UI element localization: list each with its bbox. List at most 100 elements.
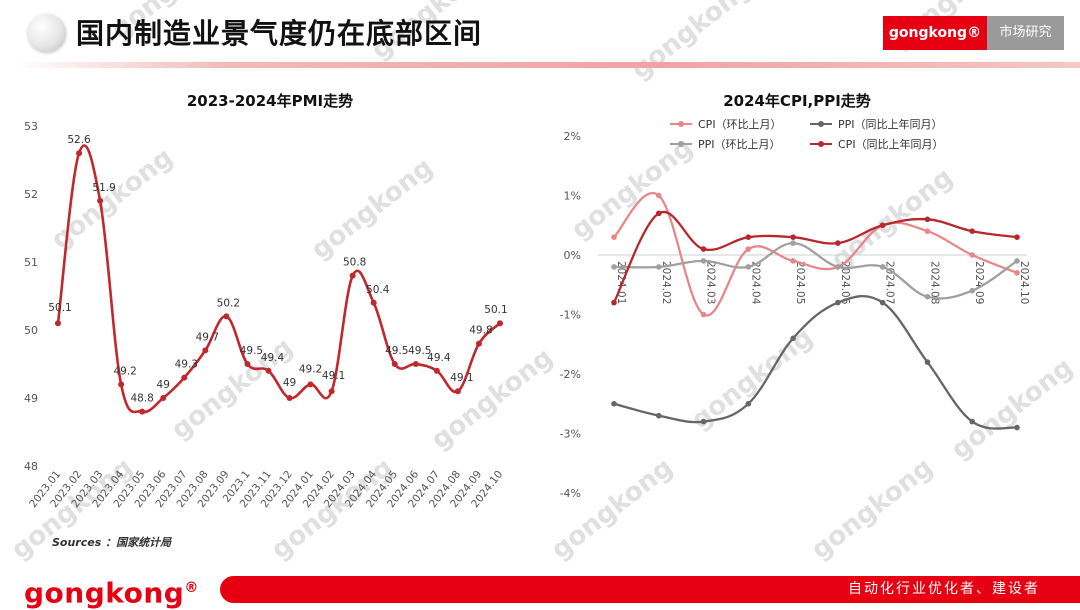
- pmi-point: [328, 388, 335, 395]
- pmi-point: [370, 299, 377, 306]
- series-point: [745, 400, 752, 407]
- series-point: [835, 264, 841, 270]
- x-tick-label: 2024.04: [749, 261, 761, 305]
- brand-badge: gongkong®: [883, 16, 987, 50]
- footer-logo-mark: ®: [184, 580, 199, 596]
- pmi-point: [475, 340, 482, 347]
- series-point: [655, 210, 662, 217]
- pmi-point: [391, 361, 398, 367]
- legend-label: CPI（同比上年同月）: [838, 137, 944, 151]
- pmi-point: [181, 374, 188, 381]
- footer-slogan: 自动化行业优化者、建设者: [848, 581, 1040, 597]
- series-point: [745, 246, 752, 252]
- legend-swatch-dot: [818, 141, 824, 147]
- x-tick-label: 2024.03: [705, 261, 717, 304]
- series-point: [611, 400, 617, 407]
- pmi-point: [55, 320, 61, 327]
- series-point: [1014, 270, 1020, 276]
- series-point: [924, 359, 931, 365]
- series-point: [835, 240, 841, 246]
- x-tick-label: 2024.02: [660, 261, 672, 304]
- series-point: [700, 246, 707, 252]
- series-point: [790, 240, 796, 246]
- y-tick-label: 0%: [564, 249, 581, 262]
- pmi-point: [244, 361, 251, 367]
- series-point: [924, 216, 931, 223]
- pmi-point: [202, 347, 209, 354]
- pmi-data-label: 50.4: [366, 284, 390, 296]
- section-badge: 市场研究: [987, 16, 1064, 50]
- series-point: [790, 258, 796, 264]
- x-tick-label: 2024.09: [973, 261, 985, 304]
- pmi-point: [412, 361, 419, 367]
- series-line: [613, 241, 1018, 300]
- series-point: [1014, 258, 1020, 264]
- y-tick-label: 1%: [564, 190, 581, 203]
- footer-bar: 自动化行业优化者、建设者: [220, 576, 1080, 603]
- header-decoration: [28, 14, 66, 52]
- y-tick-label: 2%: [564, 130, 581, 143]
- series-point: [835, 299, 841, 306]
- series-point: [790, 234, 796, 240]
- pmi-point: [307, 381, 314, 388]
- series-point: [879, 222, 886, 229]
- pmi-data-label: 50.2: [217, 297, 240, 309]
- series-point: [745, 234, 752, 240]
- series-point: [924, 228, 931, 234]
- pmi-data-label: 49.4: [427, 352, 451, 364]
- y-tick-label: 51: [24, 256, 38, 269]
- chart-title: 2024年CPI,PPI走势: [723, 92, 871, 110]
- legend-label: CPI（环比上月）: [698, 118, 782, 131]
- series-line: [612, 210, 1018, 304]
- series-point: [969, 228, 976, 234]
- x-tick-label: 2024.08: [928, 261, 940, 304]
- legend-label: PPI（环比上月）: [698, 138, 781, 151]
- page-title: 国内制造业景气度仍在底部区间: [76, 17, 483, 50]
- pmi-point: [97, 197, 104, 204]
- pmi-point: [286, 395, 293, 401]
- pmi-point: [349, 272, 356, 279]
- pmi-point: [454, 388, 461, 395]
- y-tick-label: 52: [24, 188, 38, 201]
- pmi-data-label: 49: [283, 377, 296, 389]
- pmi-data-label: 49.7: [196, 331, 219, 343]
- y-tick-label: -3%: [560, 428, 581, 441]
- y-tick-label: 49: [24, 392, 38, 405]
- series-point: [700, 418, 707, 425]
- series-point: [879, 299, 886, 306]
- series-point: [700, 311, 707, 318]
- pmi-point: [497, 320, 503, 327]
- legend-swatch-dot: [678, 141, 684, 147]
- pmi-data-label: 50.8: [343, 257, 366, 269]
- series-point: [969, 287, 976, 294]
- series-point: [1014, 234, 1020, 240]
- series-point: [924, 293, 931, 300]
- pmi-data-label: 49.1: [322, 370, 345, 382]
- series-point: [1014, 424, 1020, 431]
- y-tick-label: 48: [24, 460, 38, 473]
- x-tick-label: 2024.05: [794, 261, 806, 304]
- pmi-data-label: 52.6: [67, 134, 91, 146]
- series-line: [613, 295, 1018, 430]
- series-point: [655, 264, 662, 270]
- pmi-data-label: 49.3: [175, 359, 198, 371]
- legend-label: PPI（同比上年同月）: [838, 117, 943, 131]
- pmi-data-label: 49.4: [261, 352, 285, 364]
- pmi-point: [118, 381, 125, 388]
- pmi-data-label: 49.2: [299, 363, 322, 375]
- series-point: [879, 264, 886, 270]
- pmi-data-label: 51.9: [92, 182, 115, 194]
- footer-logo-text: gongkong: [24, 576, 185, 610]
- source-note: Sources ：国家统计局: [52, 536, 172, 549]
- series-point: [655, 412, 662, 419]
- y-tick-label: 53: [24, 120, 38, 133]
- series-point: [790, 335, 796, 342]
- pmi-data-label: 49.5: [385, 345, 408, 357]
- footer-logo: gongkong®: [24, 572, 199, 609]
- pmi-point: [76, 150, 83, 157]
- y-tick-label: -2%: [560, 368, 581, 381]
- pmi-point: [223, 313, 230, 320]
- x-tick-label: 2024.10: [1018, 261, 1030, 304]
- header-rule: [16, 62, 1080, 68]
